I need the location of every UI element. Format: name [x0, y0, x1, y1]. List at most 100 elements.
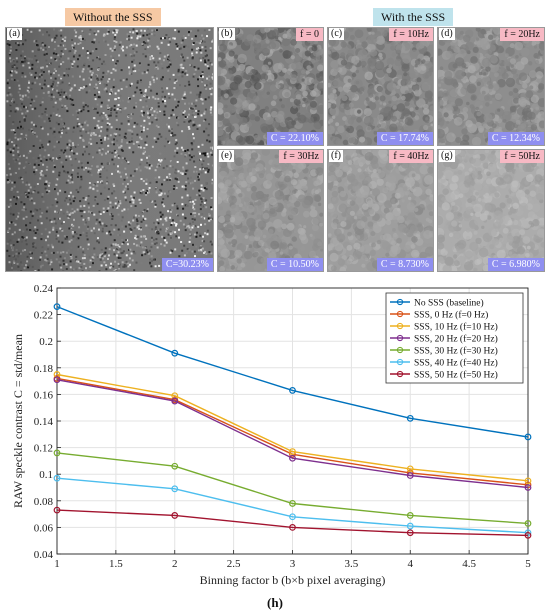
speckle-texture: [218, 28, 323, 145]
data-point: [289, 513, 296, 521]
data-point: [524, 484, 532, 491]
legend-entry: SSS, 10 Hz (f=10 Hz): [414, 322, 498, 333]
frequency-tag: f = 40Hz: [389, 150, 433, 163]
data-point: [289, 523, 296, 531]
series-line: [56, 373, 529, 482]
speckle-texture: [6, 28, 213, 271]
data-point: [289, 448, 296, 455]
legend-entry: SSS, 0 Hz (f=0 Hz): [414, 310, 488, 321]
legend-marker: [396, 322, 404, 330]
data-point: [53, 506, 61, 514]
y-tick-label: 0.2: [39, 336, 53, 348]
data-point: [524, 433, 532, 441]
figure-caption: (h): [267, 595, 283, 610]
frequency-tag: f = 20Hz: [500, 28, 544, 41]
x-tick-label: 1.5: [109, 558, 123, 570]
frequency-tag: f = 10Hz: [389, 28, 433, 41]
x-tick-label: 3.5: [345, 558, 359, 570]
data-point: [406, 522, 414, 530]
panel-label: (b): [219, 28, 235, 40]
series-line: [56, 305, 529, 438]
panel-label: (d): [439, 28, 455, 40]
y-tick-label: 0.24: [34, 283, 54, 295]
legend-entry: SSS, 30 Hz (f=30 Hz): [414, 346, 498, 357]
legend-marker: [396, 346, 404, 354]
frequency-tag: f = 30Hz: [279, 150, 323, 163]
data-point: [524, 481, 532, 489]
y-tick-label: 0.12: [34, 443, 53, 455]
y-tick-label: 0.06: [34, 522, 54, 534]
contrast-tag: C = 12.34%: [487, 132, 544, 145]
panel-label: (a): [7, 28, 23, 40]
data-point: [406, 472, 414, 479]
series-line: [56, 509, 529, 537]
data-point: [524, 477, 532, 485]
speckle-texture: [438, 28, 544, 145]
frequency-tag: f = 50Hz: [500, 150, 544, 163]
data-point: [289, 454, 296, 462]
legend-marker: [396, 298, 404, 306]
contrast-tag: C = 22.10%: [266, 132, 323, 145]
legend-marker: [396, 334, 404, 342]
data-point: [524, 520, 532, 527]
x-tick-label: 3: [290, 558, 296, 570]
speckle-texture: [218, 150, 323, 271]
legend-entry: SSS, 40 Hz (f=40 Hz): [414, 358, 498, 369]
y-tick-label: 0.04: [34, 549, 54, 561]
x-tick-label: 2.5: [227, 558, 241, 570]
legend-entry: SSS, 50 Hz (f=50 Hz): [414, 370, 498, 381]
speckle-texture: [328, 150, 433, 271]
data-point: [171, 485, 179, 493]
data-point: [171, 512, 179, 519]
contrast-tag: C = 10.50%: [266, 258, 323, 271]
x-tick-label: 1: [54, 558, 60, 570]
legend-marker: [396, 310, 404, 318]
y-tick-label: 0.22: [34, 310, 53, 322]
with-sss-tag: With the SSS: [373, 8, 454, 26]
x-axis-label: Binning factor b (b×b pixel averaging): [200, 573, 386, 587]
series-line: [56, 452, 529, 525]
legend-marker: [396, 370, 404, 378]
frequency-tag: f = 0: [296, 28, 323, 41]
data-point: [406, 465, 414, 473]
data-point: [406, 529, 414, 537]
panel-g-speckle-image: (g) f = 50Hz C = 6.980%: [437, 149, 545, 272]
contrast-tag: C=30.23%: [161, 258, 213, 271]
series-line: [56, 379, 529, 489]
y-tick-label: 0.16: [34, 389, 54, 401]
y-tick-label: 0.18: [34, 363, 54, 375]
panel-e-speckle-image: (e) f = 30Hz C = 10.50%: [217, 149, 324, 272]
legend-marker: [396, 358, 404, 366]
contrast-tag: C = 8.730%: [376, 258, 433, 271]
x-tick-label: 4: [408, 558, 414, 570]
y-tick-label: 0.1: [39, 469, 53, 481]
series-line: [56, 477, 529, 534]
y-tick-label: 0.08: [34, 496, 54, 508]
x-tick-label: 5: [525, 558, 531, 570]
data-point: [289, 387, 296, 394]
data-point: [53, 303, 61, 311]
panel-label: (e): [219, 150, 235, 162]
panel-b-speckle-image: (b) f = 0 C = 22.10%: [217, 27, 324, 146]
speckle-texture: [328, 28, 433, 145]
data-point: [171, 349, 179, 357]
panel-label: (c): [329, 28, 345, 40]
contrast-tag: C = 17.74%: [376, 132, 433, 145]
panel-label: (f): [329, 150, 343, 162]
data-point: [171, 397, 179, 405]
data-point: [171, 462, 179, 470]
data-point: [406, 414, 414, 422]
panel-label: (g): [439, 150, 455, 162]
y-tick-label: 0.14: [34, 416, 54, 428]
x-tick-label: 2: [172, 558, 178, 570]
panel-a-speckle-image: (a) C=30.23%: [5, 27, 214, 272]
contrast-tag: C = 6.980%: [487, 258, 544, 271]
data-point: [406, 512, 414, 519]
panel-c-speckle-image: (c) f = 10Hz C = 17.74%: [327, 27, 434, 146]
legend-entry: SSS, 20 Hz (f=20 Hz): [414, 334, 498, 345]
panel-f-speckle-image: (f) f = 40Hz C = 8.730%: [327, 149, 434, 272]
panel-d-speckle-image: (d) f = 20Hz C = 12.34%: [437, 27, 545, 146]
data-point: [53, 376, 61, 384]
legend-entry: No SSS (baseline): [414, 298, 484, 309]
data-point: [289, 500, 296, 507]
